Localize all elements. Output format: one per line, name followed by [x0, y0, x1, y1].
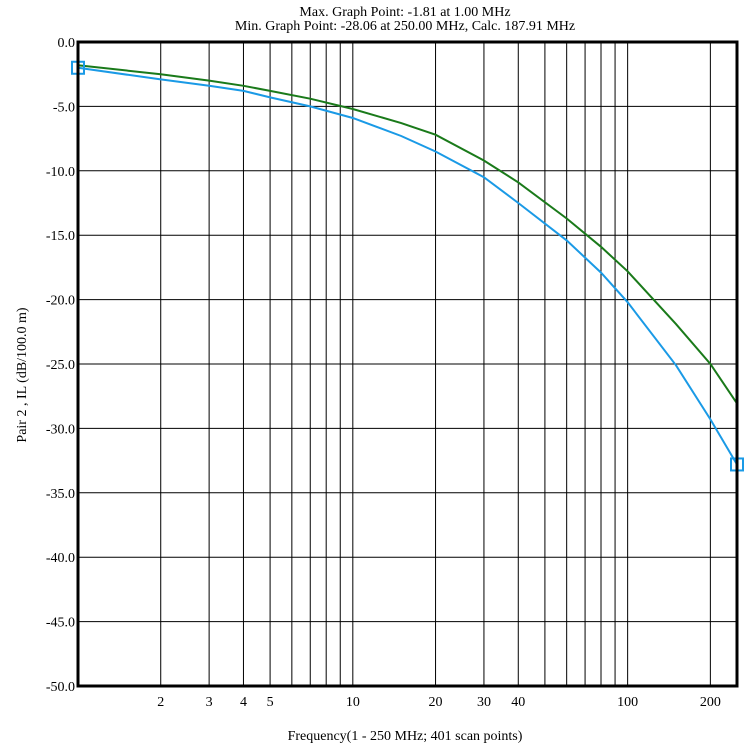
x-tick-label: 10	[346, 695, 360, 710]
x-tick-label: 40	[511, 695, 525, 710]
y-tick-label: -15.0	[46, 229, 75, 244]
x-axis-label: Frequency(1 - 250 MHz; 401 scan points)	[287, 729, 523, 744]
x-tick-label: 3	[206, 695, 213, 710]
y-tick-label: -30.0	[46, 422, 75, 437]
y-tick-label: -35.0	[46, 487, 75, 502]
y-tick-label: -45.0	[46, 616, 75, 631]
y-tick-label: -5.0	[53, 100, 75, 115]
x-tick-label: 30	[477, 695, 491, 710]
y-tick-label: 0.0	[58, 36, 76, 51]
series-line-1	[77, 64, 738, 404]
y-tick-label: -20.0	[46, 294, 75, 309]
y-tick-label: -50.0	[46, 680, 75, 695]
y-tick-label: -10.0	[46, 165, 75, 180]
x-tick-label: 100	[617, 695, 638, 710]
x-tick-label: 20	[429, 695, 443, 710]
y-axis-label: Pair 2 , IL (dB/100.0 m)	[15, 307, 30, 443]
x-tick-label: 5	[267, 695, 274, 710]
plot-area-frame	[76, 40, 739, 688]
max-graph-point-label: Max. Graph Point: -1.81 at 1.00 MHz	[299, 5, 511, 20]
series-layer	[71, 60, 744, 472]
y-tick-label: -25.0	[46, 358, 75, 373]
x-tick-label: 4	[240, 695, 247, 710]
series-line-2	[77, 66, 738, 466]
x-tick-label: 2	[157, 695, 164, 710]
x-tick-label: 200	[700, 695, 721, 710]
y-tick-label: -40.0	[46, 551, 75, 566]
grid	[78, 42, 737, 686]
tick-labels: 0.0 -5.0 -10.0 -15.0 -20.0 -25.0 -30.0 -35.0 -40…	[46, 36, 721, 710]
min-graph-point-label: Min. Graph Point: -28.06 at 250.00 MHz, …	[234, 19, 576, 34]
